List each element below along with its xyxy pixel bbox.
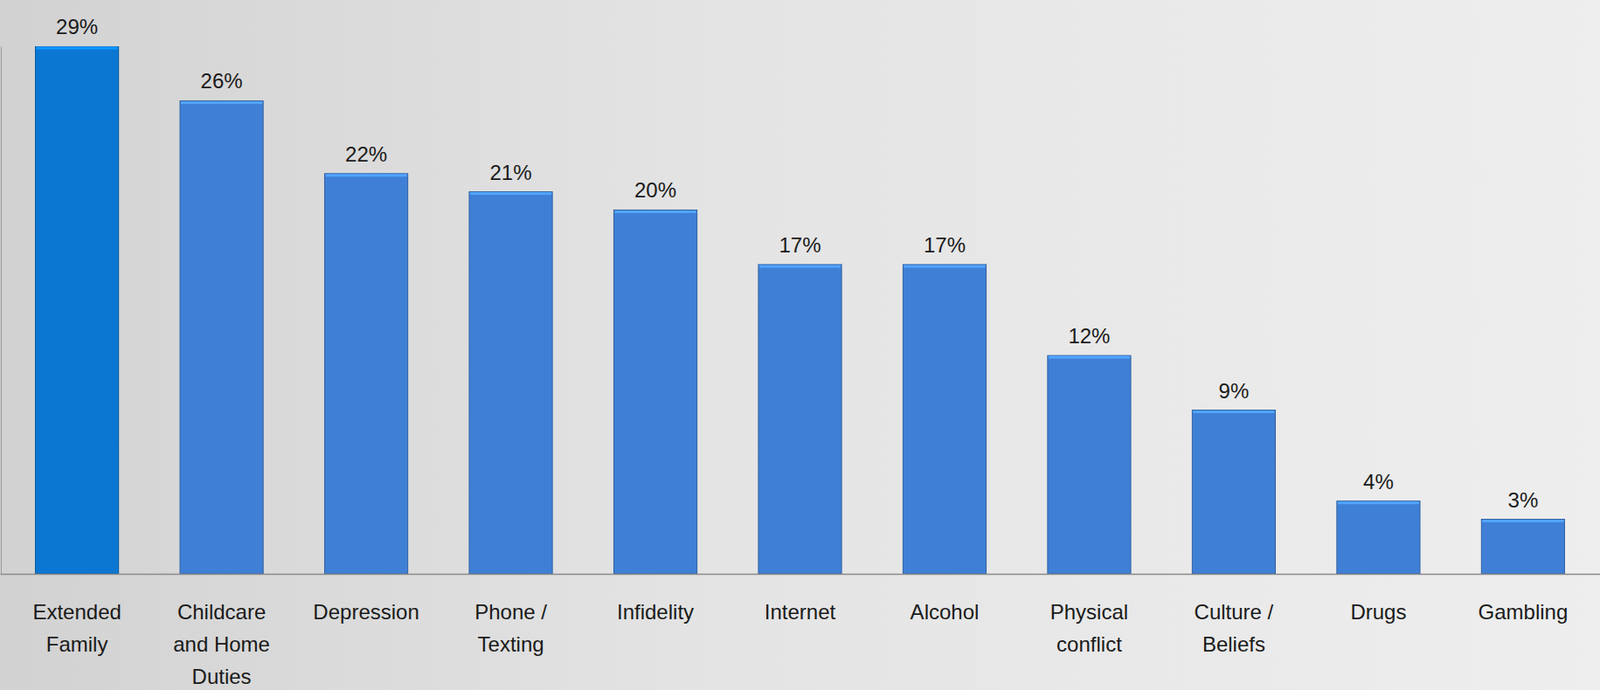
x-tick: Physical conflict [1050, 600, 1129, 657]
bar [469, 192, 553, 575]
x-tick-label-line: Texting [477, 632, 545, 657]
bar-highlight [1192, 410, 1275, 414]
bar [758, 264, 842, 575]
data-label: 9% [1219, 379, 1250, 403]
x-tick-label: Physical conflict [1050, 600, 1129, 657]
background [0, 0, 1600, 690]
bar-highlight [759, 264, 841, 268]
x-tick-label-line: conflict [1056, 632, 1123, 657]
x-tick-label-line: Extended [32, 600, 121, 624]
data-label: 29% [55, 14, 98, 39]
bar [35, 46, 119, 575]
x-tick-label: Alcohol [910, 600, 980, 624]
data-label: 26% [200, 69, 243, 93]
x-tick-label: Infidelity [616, 600, 694, 624]
x-tick: Alcohol [910, 600, 980, 624]
bars [35, 46, 1566, 575]
x-tick-label: Drugs [1350, 600, 1407, 624]
bar-highlight [180, 101, 263, 104]
data-label: 4% [1363, 470, 1394, 494]
bar-highlight [903, 264, 985, 268]
x-tick-label-line: Alcohol [910, 600, 980, 624]
bar [180, 100, 264, 575]
bar [613, 209, 697, 575]
data-label: 20% [634, 178, 677, 202]
chart: 29% 26% 22% 21% 20% 17% 17% 12% 9% 4% 3% Extended Fa… [0, 0, 1600, 690]
bar-highlight [1482, 519, 1564, 523]
x-axis-line [0, 574, 1600, 576]
bar [1481, 519, 1565, 575]
x-axis: Extended Family Childcare and Home Duties Dep… [0, 574, 1600, 690]
bar-highlight [470, 192, 552, 195]
data-label: 21% [490, 160, 533, 185]
y-axis [0, 47, 2, 575]
x-tick-label-line: Beliefs [1202, 632, 1266, 657]
x-tick: Childcare and Home Duties [173, 600, 271, 689]
data-label: 12% [1067, 324, 1110, 348]
x-tick-label: Childcare and Home Duties [173, 600, 271, 689]
x-tick-label-line: and Home [173, 632, 271, 657]
x-tick: Phone / Texting [474, 600, 548, 657]
x-tick-label: Extended Family [32, 600, 121, 657]
x-tick-label: Culture / Beliefs [1194, 600, 1275, 657]
bar-highlight [36, 47, 118, 50]
bar [324, 173, 408, 575]
x-tick-label-line: Depression [312, 600, 419, 624]
data-labels: 29% 26% 22% 21% 20% 17% 17% 12% 9% 4% 3% [55, 14, 1538, 513]
data-label: 17% [778, 233, 821, 257]
x-tick-label-line: Physical [1050, 600, 1129, 624]
bar-highlight [614, 210, 696, 214]
x-tick-label-line: Gambling [1478, 600, 1569, 624]
x-tick-label: Gambling [1478, 600, 1569, 624]
x-tick: Internet [764, 600, 837, 624]
x-tick-label-line: Internet [764, 600, 837, 624]
x-tick: Infidelity [616, 600, 694, 624]
x-tick-label: Depression [312, 600, 419, 624]
x-tick-label-line: Duties [192, 664, 252, 689]
x-tick-label-line: Family [46, 632, 109, 657]
bar [1336, 501, 1420, 575]
x-tick: Culture / Beliefs [1194, 600, 1275, 657]
bar-highlight [1337, 501, 1420, 505]
bar [1047, 355, 1131, 575]
x-tick-label-line: Infidelity [616, 600, 694, 624]
bar [1191, 410, 1275, 575]
x-tick-label-line: Drugs [1350, 600, 1407, 624]
x-tick-label-line: Culture / [1194, 600, 1275, 624]
data-label: 3% [1508, 488, 1539, 513]
bar-highlight [325, 173, 407, 177]
x-tick: Depression [312, 600, 419, 624]
bar [902, 264, 986, 575]
x-tick: Drugs [1350, 600, 1407, 624]
x-tick-label: Phone / Texting [474, 600, 548, 657]
x-tick: Extended Family [32, 600, 121, 657]
x-tick-label-line: Childcare [177, 600, 266, 624]
data-label: 22% [345, 142, 388, 167]
bar-highlight [1048, 356, 1130, 360]
x-tick: Gambling [1478, 600, 1569, 624]
x-tick-label-line: Phone / [474, 600, 548, 624]
x-tick-label: Internet [764, 600, 837, 624]
y-axis-line [0, 47, 2, 575]
data-label: 17% [923, 233, 966, 257]
